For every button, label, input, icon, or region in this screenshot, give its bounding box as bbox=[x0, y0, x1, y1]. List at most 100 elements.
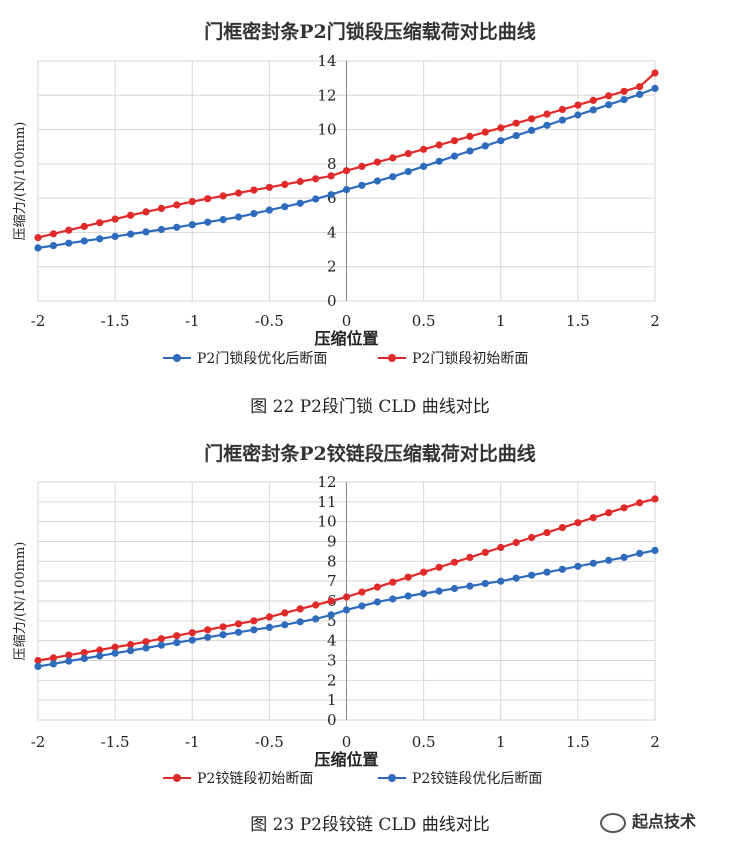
x-tick-label: 2 bbox=[650, 733, 660, 751]
data-point bbox=[265, 613, 273, 621]
data-point bbox=[49, 660, 58, 668]
data-point bbox=[605, 92, 613, 100]
y-tick-label: 4 bbox=[327, 223, 337, 241]
data-point bbox=[127, 230, 135, 238]
legend-label: P2铰链段初始断面 bbox=[197, 770, 313, 787]
data-point bbox=[620, 96, 628, 104]
data-point bbox=[296, 177, 304, 186]
data-point bbox=[574, 562, 582, 570]
data-point bbox=[528, 571, 536, 579]
data-point bbox=[512, 132, 520, 140]
data-point bbox=[574, 519, 582, 527]
watermark-text: 起点技术 bbox=[632, 812, 697, 831]
x-tick-label: 0.5 bbox=[412, 733, 436, 751]
data-point bbox=[173, 201, 181, 209]
data-point bbox=[574, 101, 582, 109]
data-point bbox=[157, 225, 165, 234]
y-tick-label: 2 bbox=[327, 258, 337, 276]
data-point bbox=[620, 87, 628, 95]
data-point bbox=[327, 597, 335, 605]
data-point bbox=[65, 226, 73, 234]
data-point bbox=[420, 162, 428, 170]
data-point bbox=[65, 657, 73, 665]
y-tick-label: 8 bbox=[327, 552, 337, 570]
data-point bbox=[512, 538, 520, 547]
data-point bbox=[188, 636, 196, 644]
wechat-icon bbox=[600, 812, 626, 833]
data-point bbox=[219, 623, 227, 631]
data-point bbox=[111, 215, 119, 223]
data-point bbox=[342, 167, 351, 175]
y-tick-label: 10 bbox=[317, 121, 336, 139]
data-point bbox=[373, 177, 381, 185]
series-0 bbox=[34, 84, 659, 252]
data-point bbox=[373, 583, 381, 591]
data-point bbox=[404, 592, 412, 600]
data-point bbox=[558, 105, 567, 114]
data-point bbox=[173, 223, 181, 231]
data-point bbox=[142, 638, 150, 646]
data-point bbox=[142, 228, 150, 236]
data-point bbox=[34, 662, 42, 670]
data-point bbox=[605, 556, 613, 564]
data-point bbox=[466, 132, 474, 140]
y-axis-label: 压缩力/(N/100mm) bbox=[12, 542, 28, 661]
x-tick-label: -1.5 bbox=[101, 312, 130, 330]
x-tick-label: -0.5 bbox=[255, 733, 284, 751]
data-point bbox=[49, 654, 58, 662]
data-point bbox=[589, 559, 597, 567]
data-point bbox=[450, 137, 459, 145]
chart-22-svg: 门框密封条P2门锁段压缩载荷对比曲线 -2 -1.5 -1 -0.5 0 0.5 1 1.5 2 0… bbox=[12, 20, 660, 367]
legend-item: P2铰链段优化后断面 bbox=[378, 771, 542, 787]
y-tick-label: 11 bbox=[317, 493, 336, 511]
legend-marker bbox=[173, 354, 181, 362]
data-point bbox=[111, 649, 119, 657]
y-tick-label: 10 bbox=[317, 513, 336, 531]
data-point bbox=[435, 157, 443, 165]
data-point bbox=[327, 611, 335, 619]
data-point bbox=[188, 198, 196, 206]
data-point bbox=[96, 646, 104, 654]
data-point bbox=[481, 128, 489, 136]
data-point bbox=[358, 181, 366, 189]
data-point bbox=[389, 578, 397, 586]
y-tick-label: 7 bbox=[327, 572, 337, 590]
data-point bbox=[296, 618, 304, 626]
data-point bbox=[265, 206, 273, 214]
data-point bbox=[65, 239, 73, 247]
y-tick-label: 1 bbox=[327, 691, 337, 709]
data-point bbox=[512, 574, 520, 582]
legend-item: P2铰链段初始断面 bbox=[163, 770, 313, 787]
y-tick-label: 9 bbox=[327, 533, 337, 551]
data-point bbox=[157, 641, 165, 649]
data-point bbox=[342, 186, 351, 194]
data-point bbox=[142, 208, 150, 216]
data-point bbox=[281, 609, 289, 617]
data-point bbox=[296, 605, 304, 613]
data-point bbox=[497, 124, 505, 132]
data-point bbox=[342, 606, 351, 614]
data-point bbox=[466, 582, 474, 590]
data-point bbox=[80, 654, 88, 663]
data-point bbox=[450, 152, 459, 160]
data-point bbox=[281, 621, 289, 629]
y-axis-label: 压缩力/(N/100mm) bbox=[12, 122, 28, 241]
legend-label: P2铰链段优化后断面 bbox=[412, 771, 542, 787]
data-point bbox=[435, 563, 443, 571]
data-point bbox=[111, 643, 119, 651]
legend-marker bbox=[388, 354, 396, 362]
x-tick-label: 1 bbox=[496, 733, 506, 751]
x-tick-label: -1.5 bbox=[101, 733, 130, 751]
data-point bbox=[219, 216, 227, 224]
data-point bbox=[389, 173, 397, 181]
chart-title: 门框密封条P2门锁段压缩载荷对比曲线 bbox=[204, 20, 536, 43]
data-point bbox=[127, 211, 135, 219]
x-axis-label: 压缩位置 bbox=[314, 329, 378, 348]
x-tick-label: -0.5 bbox=[255, 312, 284, 330]
data-point bbox=[558, 524, 567, 532]
legend-marker bbox=[173, 774, 181, 782]
data-point bbox=[543, 121, 551, 129]
data-point bbox=[204, 195, 212, 203]
figure-23-caption: 图 23 P2段铰链 CLD 曲线对比 bbox=[250, 815, 490, 835]
data-point bbox=[651, 546, 659, 554]
